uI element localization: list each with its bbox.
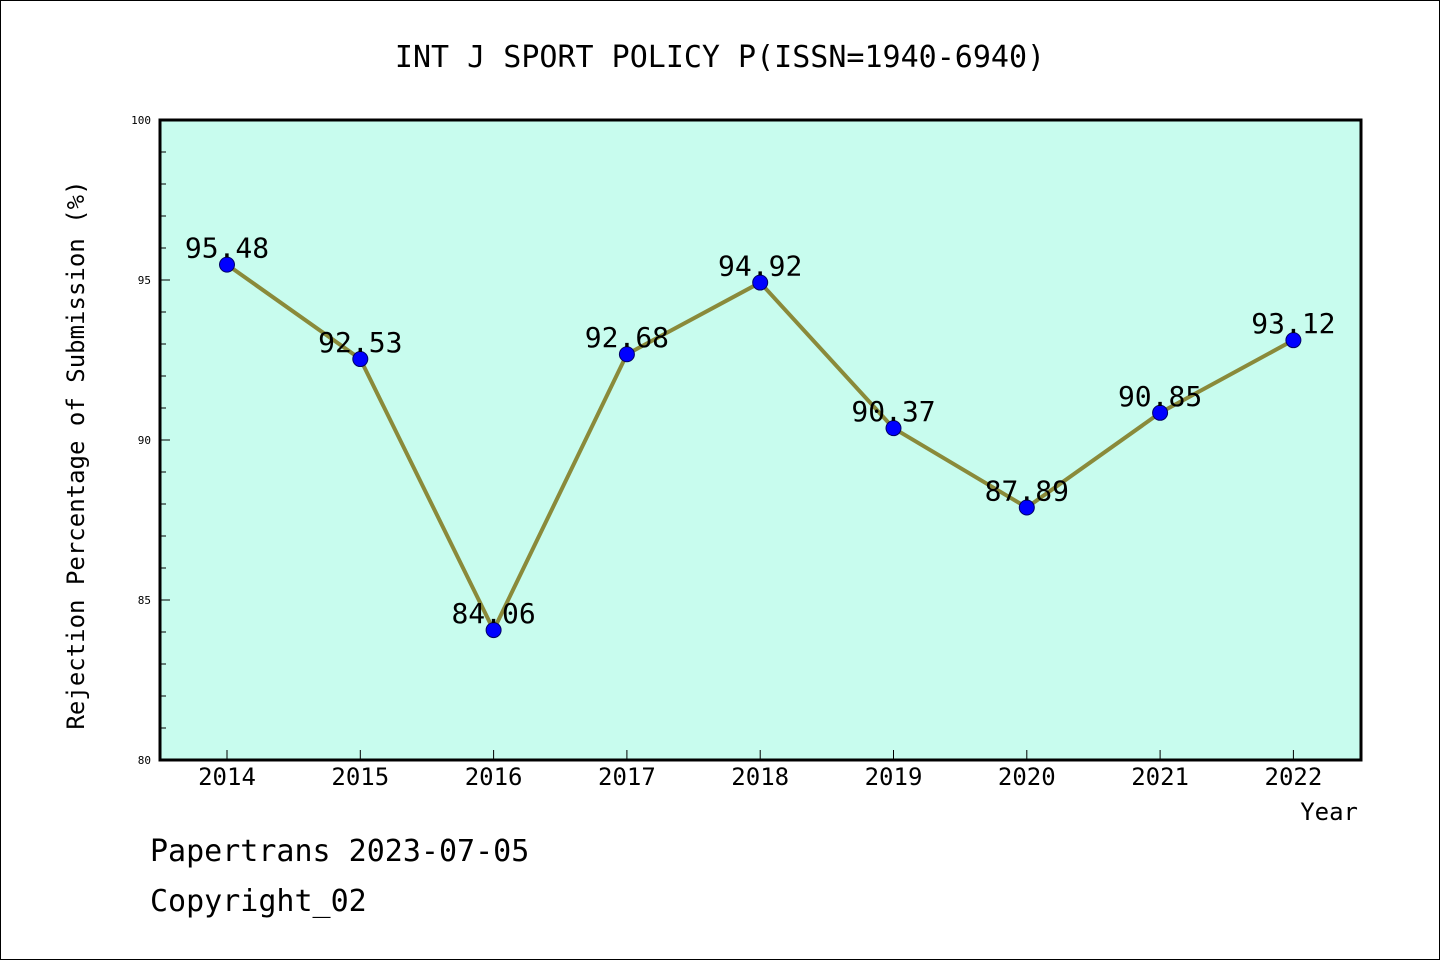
- x-tick-label: 2022: [1265, 763, 1323, 791]
- y-tick-label: 90: [138, 434, 151, 447]
- data-label: 93.12: [1251, 307, 1335, 340]
- data-point: [618, 346, 635, 363]
- data-label: 90.37: [851, 395, 935, 428]
- data-point: [352, 351, 369, 368]
- footer-copyright: Copyright_02: [150, 884, 367, 919]
- y-axis: 80 85 90 95 100: [131, 114, 170, 767]
- x-tick-label: 2015: [331, 763, 389, 791]
- footer-date-credit: Papertrans 2023-07-05: [150, 834, 530, 869]
- data-point: [1285, 332, 1302, 349]
- data-label: 87.89: [985, 475, 1069, 508]
- data-label: 95.48: [185, 232, 269, 265]
- series-markers-group: [219, 256, 1302, 639]
- y-axis-label: Rejection Percentage of Submission (%): [62, 180, 90, 729]
- y-tick-label: 95: [138, 274, 151, 287]
- y-tick-label: 85: [138, 594, 151, 607]
- x-tick-label: 2020: [998, 763, 1056, 791]
- data-point: [1018, 499, 1035, 516]
- data-label: 94.92: [718, 250, 802, 283]
- data-labels-group: 95.48 92.53 84.06 92.68 94.92 90.37 87.89 90.85…: [185, 232, 1336, 630]
- x-tick-label: 2021: [1131, 763, 1189, 791]
- plot-area: [158, 118, 1363, 762]
- y-tick-label: 100: [131, 114, 151, 127]
- data-point: [485, 622, 502, 639]
- y-tick-label: 80: [138, 754, 151, 767]
- data-point: [219, 256, 235, 273]
- x-axis: 2014 2015 2016 2017 2018 2019 2020 2021 2022: [198, 750, 1322, 791]
- x-tick-label: 2018: [731, 763, 789, 791]
- data-label: 92.53: [318, 326, 402, 359]
- chart-title: INT J SPORT POLICY P(ISSN=1940-6940): [395, 40, 1045, 75]
- data-label: 90.85: [1118, 380, 1202, 413]
- data-point: [885, 420, 902, 437]
- data-point: [752, 274, 769, 291]
- x-tick-label: 2016: [465, 763, 523, 791]
- data-point: [1152, 404, 1169, 421]
- x-axis-label: Year: [1300, 798, 1358, 826]
- x-tick-label: 2017: [598, 763, 656, 791]
- data-label: 84.06: [451, 597, 535, 630]
- data-label: 92.68: [585, 321, 669, 354]
- x-tick-label: 2019: [865, 763, 923, 791]
- x-tick-label: 2014: [198, 763, 256, 791]
